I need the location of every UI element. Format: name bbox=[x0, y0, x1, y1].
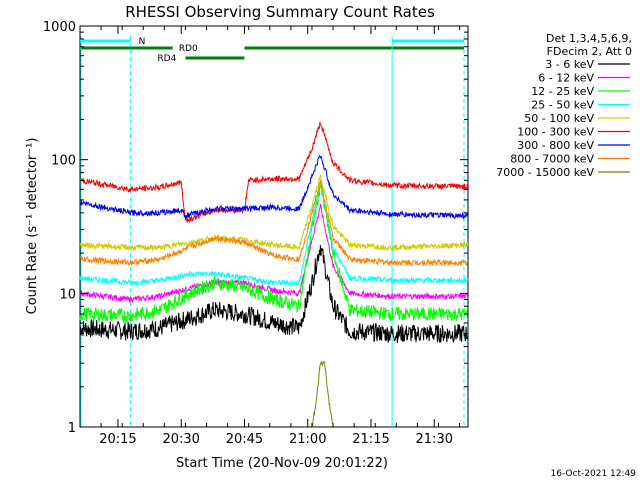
chart-title: RHESSI Observing Summary Count Rates bbox=[125, 3, 435, 21]
series-7 bbox=[79, 180, 469, 267]
legend-label: 12 - 25 keV bbox=[531, 85, 594, 98]
legend-label: 100 - 300 keV bbox=[517, 126, 594, 139]
legend-label: 3 - 6 keV bbox=[545, 58, 594, 71]
series-8 bbox=[311, 360, 334, 428]
y-tick-label: 1000 bbox=[43, 20, 76, 35]
x-axis-label: Start Time (20-Nov-09 20:01:22) bbox=[176, 456, 388, 471]
legend-header: Det 1,3,4,5,6,9, bbox=[546, 32, 632, 45]
attenuator-lines bbox=[80, 36, 465, 427]
series-line bbox=[79, 245, 469, 343]
rd0-flag-label: RD0 bbox=[179, 44, 198, 54]
y-tick-label: 100 bbox=[51, 154, 76, 169]
series-2 bbox=[79, 183, 469, 324]
series-line bbox=[79, 121, 469, 224]
n-flag-label: N bbox=[139, 37, 146, 47]
rd4-flag-label: RD4 bbox=[157, 54, 176, 64]
series-line bbox=[311, 360, 334, 428]
series-line bbox=[79, 180, 469, 267]
x-axis-ticks: 20:15 20:30 20:45 21:00 21:15 21:30 bbox=[79, 26, 461, 447]
series-3 bbox=[79, 180, 469, 287]
series-4 bbox=[79, 174, 469, 252]
y-tick-label: 1 bbox=[68, 421, 76, 436]
y-axis-label: Count Rate (s⁻¹ detector⁻¹) bbox=[25, 138, 40, 315]
plot-area bbox=[79, 25, 469, 428]
series-line bbox=[79, 183, 469, 324]
legend-label: 7000 - 15000 keV bbox=[496, 166, 594, 179]
legend-label: 25 - 50 keV bbox=[531, 99, 594, 112]
x-tick-label: 21:15 bbox=[352, 432, 389, 447]
legend-label: 50 - 100 keV bbox=[524, 112, 594, 125]
series-line bbox=[79, 204, 469, 303]
y-tick-label: 10 bbox=[59, 287, 76, 302]
legend-label: 300 - 800 keV bbox=[517, 139, 594, 152]
legend-header: FDecim 2, Att 0 bbox=[547, 45, 632, 58]
series-line bbox=[79, 174, 469, 252]
legend-label: 6 - 12 keV bbox=[538, 72, 594, 85]
series-layer bbox=[79, 121, 469, 428]
series-line bbox=[79, 180, 469, 287]
x-tick-label: 21:00 bbox=[289, 432, 326, 447]
x-tick-label: 20:30 bbox=[162, 432, 199, 447]
series-5 bbox=[79, 121, 469, 224]
series-line bbox=[79, 155, 469, 220]
x-tick-label: 21:30 bbox=[416, 432, 453, 447]
x-tick-label: 20:15 bbox=[99, 432, 136, 447]
legend-label: 800 - 7000 keV bbox=[510, 153, 594, 166]
footer-timestamp: 16-Oct-2021 12:49 bbox=[551, 469, 637, 479]
series-1 bbox=[79, 204, 469, 303]
series-6 bbox=[79, 155, 469, 220]
y-axis-ticks: 1 10 100 1000 bbox=[43, 20, 468, 436]
series-0 bbox=[79, 245, 469, 343]
x-tick-label: 20:45 bbox=[226, 432, 263, 447]
legend: Det 1,3,4,5,6,9,FDecim 2, Att 03 - 6 keV… bbox=[496, 32, 632, 179]
